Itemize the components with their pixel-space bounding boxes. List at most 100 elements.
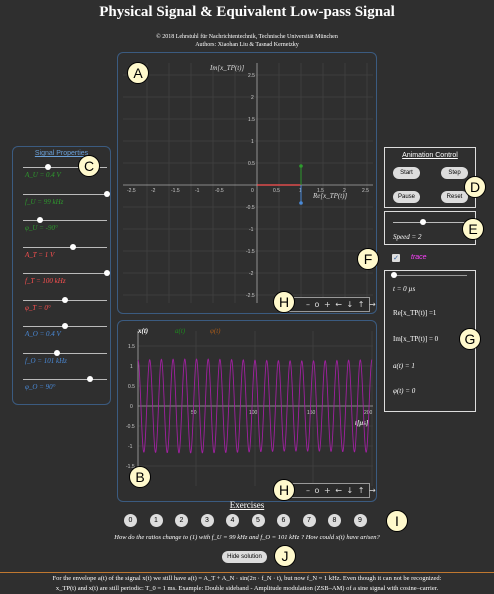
property-slider[interactable] bbox=[23, 270, 110, 276]
xtick: 2 bbox=[343, 188, 346, 194]
time-value: t = 0 µs bbox=[393, 285, 416, 293]
exercises-title: Exercises bbox=[229, 500, 265, 510]
locus-y-label: Im[x_TP(t)] bbox=[209, 64, 244, 72]
envelope-value: a(t) = 1 bbox=[393, 362, 415, 370]
start-button[interactable]: Start bbox=[393, 167, 420, 179]
xtick: 1.5 bbox=[317, 188, 324, 194]
time-signal-plot[interactable]: x(t) a(t) φ(t) t[µs] 1.5 1 0.5 0 -0.5 -1… bbox=[117, 320, 377, 502]
property-slider[interactable] bbox=[23, 164, 107, 170]
ytick: -1.5 bbox=[126, 464, 135, 470]
trace-label: trace bbox=[411, 254, 427, 261]
speed-slider-knob[interactable] bbox=[420, 219, 427, 225]
xtick: -2 bbox=[151, 188, 156, 194]
ytick: 2 bbox=[251, 95, 254, 101]
property-label: A_T = 1 V bbox=[25, 250, 55, 259]
xtick: 0 bbox=[251, 188, 254, 194]
real-part-value: Re[x_TP(t)] =1 bbox=[393, 309, 437, 317]
signal-x-curve bbox=[137, 358, 373, 454]
xtick: -0.5 bbox=[215, 188, 224, 194]
trace-checkbox[interactable]: ✓ bbox=[392, 254, 400, 262]
ytick: 0 bbox=[130, 404, 133, 410]
legend-a: a(t) bbox=[175, 327, 186, 335]
property-slider[interactable] bbox=[23, 217, 107, 223]
xtick: -1 bbox=[195, 188, 200, 194]
legend-phi: φ(t) bbox=[210, 327, 221, 335]
xtick: 2.5 bbox=[362, 188, 369, 194]
copyright-text: © 2018 Lehrstuhl für Nachrichtentechnik,… bbox=[156, 34, 338, 40]
marker-g: G bbox=[459, 328, 481, 350]
property-slider-knob[interactable] bbox=[87, 376, 94, 382]
property-slider[interactable] bbox=[23, 349, 107, 356]
marker-a: A bbox=[127, 62, 149, 84]
property-label: A_O = 0.4 V bbox=[25, 330, 61, 338]
locus-plot[interactable]: Im[x_TP(t)] Re[x_TP(t)] 2.5 2 1.5 1 0.5 … bbox=[117, 52, 377, 314]
xtick: 200 bbox=[364, 410, 373, 416]
ytick: -1 bbox=[249, 227, 254, 233]
exercise-button-3[interactable]: 3 bbox=[200, 514, 214, 527]
legend-x: x(t) bbox=[137, 327, 148, 335]
property-slider-knob[interactable] bbox=[53, 349, 60, 356]
marker-i: I bbox=[386, 510, 408, 532]
exercise-button-1[interactable]: 1 bbox=[149, 514, 163, 527]
lower-pointer-tip bbox=[299, 201, 303, 205]
ytick: -0.5 bbox=[126, 424, 135, 430]
locus-grid bbox=[123, 63, 373, 303]
exercise-button-0[interactable]: 0 bbox=[124, 514, 137, 527]
authors-text: Authors: Xiaohan Liu & Tasnad Kernetzky bbox=[195, 42, 299, 48]
exercise-button-8[interactable]: 8 bbox=[328, 514, 341, 527]
property-label: φ_O = 90° bbox=[25, 383, 56, 391]
property-slider[interactable] bbox=[23, 190, 110, 197]
ytick: 2.5 bbox=[248, 73, 255, 79]
time-svg[interactable]: x(t) a(t) φ(t) t[µs] 1.5 1 0.5 0 -0.5 -1… bbox=[118, 321, 378, 503]
xtick: 50 bbox=[191, 410, 197, 416]
exercise-button-6[interactable]: 6 bbox=[277, 514, 290, 527]
xtick: 150 bbox=[307, 410, 316, 416]
property-slider-knob[interactable] bbox=[36, 217, 43, 223]
ytick: -2.5 bbox=[246, 293, 255, 299]
ytick: 1 bbox=[130, 364, 133, 370]
property-slider-knob[interactable] bbox=[62, 323, 68, 329]
marker-j: J bbox=[274, 545, 296, 567]
step-button[interactable]: Step bbox=[441, 167, 468, 179]
hide-solution-button[interactable]: Hide solution bbox=[222, 551, 267, 563]
locus-svg[interactable]: Im[x_TP(t)] Re[x_TP(t)] 2.5 2 1.5 1 0.5 … bbox=[118, 53, 378, 315]
property-label: f_T = 100 kHz bbox=[25, 277, 66, 285]
marker-b: B bbox=[129, 466, 151, 488]
exercise-button-4[interactable]: 4 bbox=[226, 514, 239, 527]
property-slider-knob[interactable] bbox=[70, 243, 77, 250]
property-slider[interactable] bbox=[23, 243, 107, 250]
speed-slider[interactable] bbox=[393, 219, 469, 225]
ytick: 1 bbox=[251, 139, 254, 145]
locus-x-label: Re[x_TP(t)] bbox=[312, 192, 347, 200]
upper-pointer-tip bbox=[299, 164, 303, 168]
page-title: Physical Signal & Equivalent Low-pass Si… bbox=[99, 4, 395, 20]
xtick: 0.5 bbox=[273, 188, 280, 194]
property-slider[interactable] bbox=[23, 323, 107, 329]
time-slider-knob[interactable] bbox=[391, 272, 397, 278]
property-slider-knob[interactable] bbox=[104, 190, 110, 197]
property-label: f_O = 101 kHz bbox=[25, 356, 67, 365]
exercise-button-9[interactable]: 9 bbox=[353, 514, 367, 527]
exercise-button-2[interactable]: 2 bbox=[175, 514, 188, 527]
property-slider-knob[interactable] bbox=[62, 296, 68, 303]
pause-button[interactable]: Pause bbox=[393, 191, 420, 203]
imag-part-value: Im[x_TP(t)] = 0 bbox=[393, 335, 439, 343]
property-label: φ_T = 0° bbox=[25, 303, 51, 312]
xtick: -1.5 bbox=[171, 188, 180, 194]
exercise-button-5[interactable]: 5 bbox=[251, 514, 265, 527]
property-slider[interactable] bbox=[23, 296, 107, 303]
speed-label: Speed = 2 bbox=[393, 233, 422, 241]
marker-e: E bbox=[462, 218, 484, 240]
property-slider-knob[interactable] bbox=[45, 164, 52, 170]
time-slider[interactable] bbox=[391, 272, 467, 278]
exercise-button-7[interactable]: 7 bbox=[302, 514, 316, 527]
marker-h: H bbox=[273, 291, 295, 313]
property-slider-knob[interactable] bbox=[104, 270, 110, 276]
property-slider[interactable] bbox=[23, 376, 107, 382]
marker-d: D bbox=[464, 176, 486, 198]
reset-button[interactable]: Reset bbox=[441, 191, 468, 203]
phase-value: φ(t) = 0 bbox=[393, 387, 416, 395]
ytick: 1.5 bbox=[248, 117, 255, 123]
ytick: -0.5 bbox=[246, 205, 255, 211]
marker-f: F bbox=[357, 248, 379, 270]
